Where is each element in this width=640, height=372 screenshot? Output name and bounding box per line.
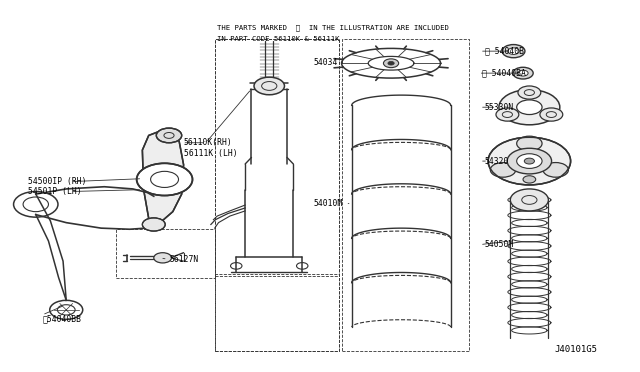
Circle shape bbox=[524, 158, 534, 164]
Circle shape bbox=[518, 86, 541, 99]
Text: J40101G5: J40101G5 bbox=[555, 345, 598, 354]
Text: 54320: 54320 bbox=[485, 157, 509, 166]
Circle shape bbox=[518, 70, 528, 76]
Text: 55330N: 55330N bbox=[485, 103, 514, 112]
Bar bbox=[116, 229, 215, 278]
Text: 56110K(RH): 56110K(RH) bbox=[184, 138, 232, 147]
Circle shape bbox=[513, 67, 533, 79]
Text: 54501P (LH): 54501P (LH) bbox=[28, 187, 82, 196]
Circle shape bbox=[154, 253, 172, 263]
Bar bbox=[215, 39, 339, 276]
Circle shape bbox=[516, 154, 542, 169]
Bar bbox=[215, 39, 339, 351]
Circle shape bbox=[523, 176, 536, 183]
Text: 54050M: 54050M bbox=[485, 240, 514, 249]
Text: 54500IP (RH): 54500IP (RH) bbox=[28, 177, 86, 186]
Circle shape bbox=[490, 163, 516, 177]
Text: THE PARTS MARKED  ※  IN THE ILLUSTRATION ARE INCLUDED: THE PARTS MARKED ※ IN THE ILLUSTRATION A… bbox=[217, 25, 449, 31]
Polygon shape bbox=[142, 131, 184, 225]
Circle shape bbox=[496, 108, 519, 121]
Circle shape bbox=[156, 128, 182, 143]
Circle shape bbox=[137, 163, 193, 196]
Circle shape bbox=[488, 137, 571, 185]
Text: ※ 54040B: ※ 54040B bbox=[485, 46, 524, 56]
Text: 56111K (LH): 56111K (LH) bbox=[184, 148, 237, 157]
Circle shape bbox=[383, 59, 399, 68]
Circle shape bbox=[507, 148, 552, 174]
Circle shape bbox=[543, 163, 568, 177]
Text: ※ 54040BA: ※ 54040BA bbox=[482, 69, 525, 78]
Circle shape bbox=[254, 77, 284, 95]
Circle shape bbox=[516, 100, 542, 115]
Circle shape bbox=[502, 45, 525, 58]
Bar bbox=[342, 39, 469, 351]
Circle shape bbox=[142, 218, 165, 231]
Text: ※54040BB: ※54040BB bbox=[42, 314, 81, 323]
Text: IN PART CODE 56110K & 56111K: IN PART CODE 56110K & 56111K bbox=[217, 36, 340, 42]
Circle shape bbox=[388, 61, 394, 65]
Text: 56127N: 56127N bbox=[169, 255, 198, 264]
Bar bbox=[215, 274, 339, 351]
Text: 54010M: 54010M bbox=[314, 199, 343, 208]
Text: 54034: 54034 bbox=[314, 58, 338, 67]
Circle shape bbox=[508, 48, 519, 54]
Circle shape bbox=[516, 136, 542, 151]
Circle shape bbox=[540, 108, 563, 121]
Circle shape bbox=[499, 90, 560, 125]
Circle shape bbox=[510, 189, 548, 211]
